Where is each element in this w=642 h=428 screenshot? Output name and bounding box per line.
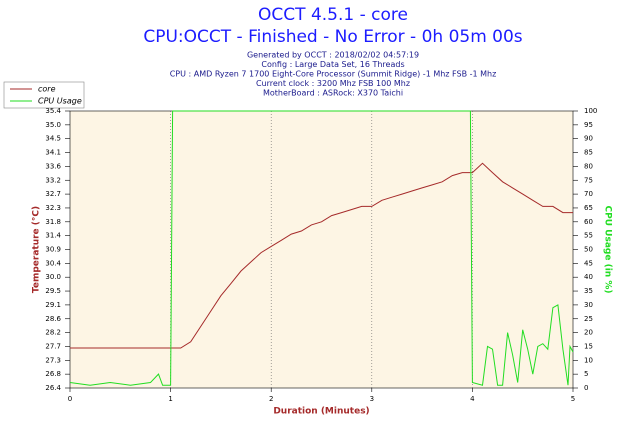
y-tick-label: 27.7: [45, 342, 61, 350]
y2-tick-label: 75: [584, 176, 593, 184]
legend-label: core: [38, 85, 56, 94]
y2-tick-label: 10: [584, 356, 593, 364]
y2-tick-label: 40: [584, 273, 593, 281]
y-tick-label: 27.3: [45, 356, 61, 364]
info-line: Config : Large Data Set, 16 Threads: [261, 60, 404, 69]
y-tick-label: 32.7: [45, 190, 61, 198]
series-line: [69, 110, 574, 386]
y2-tick-label: 70: [584, 190, 593, 198]
chart-subtitle: CPU:OCCT - Finished - No Error - 0h 05m …: [143, 27, 522, 47]
y-tick-label: 28.2: [45, 329, 61, 337]
series-line: [70, 162, 573, 349]
y2-tick-label: 85: [584, 149, 593, 157]
y2-tick-label: 5: [584, 370, 588, 378]
x-tick-label: 0: [68, 395, 72, 403]
y2-tick-label: 95: [584, 121, 593, 129]
y-tick-label: 33.2: [45, 176, 61, 184]
x-tick-label: 4: [470, 395, 475, 403]
info-line: Generated by OCCT : 2018/02/02 04:57:19: [247, 51, 419, 60]
legend-label: CPU Usage: [38, 97, 82, 106]
y2-tick-label: 50: [584, 246, 593, 254]
y2-tick-label: 60: [584, 218, 593, 226]
y-tick-label: 30.4: [45, 259, 61, 267]
y2-tick-label: 25: [584, 315, 593, 323]
y-tick-label: 35.4: [45, 107, 61, 115]
y-tick-label: 26.4: [45, 384, 61, 392]
y2-tick-label: 35: [584, 287, 593, 295]
y-tick-label: 35.0: [45, 121, 61, 129]
y-tick-label: 30.9: [45, 246, 61, 254]
y2-tick-label: 90: [584, 135, 593, 143]
legend-box: [3, 81, 85, 109]
info-line: CPU : AMD Ryzen 7 1700 Eight-Core Proces…: [170, 70, 497, 79]
y-tick-label: 29.1: [45, 301, 61, 309]
y2-tick-label: 0: [584, 384, 588, 392]
y-tick-label: 29.5: [45, 287, 61, 295]
y2-tick-label: 45: [584, 259, 593, 267]
y-tick-label: 34.5: [45, 135, 61, 143]
y2-tick-label: 30: [584, 301, 593, 309]
x-tick-label: 5: [571, 395, 575, 403]
y-tick-label: 26.8: [45, 370, 61, 378]
y2-tick-label: 100: [584, 107, 597, 115]
y-tick-label: 28.6: [45, 315, 61, 323]
plot-area: [69, 110, 574, 389]
y-tick-label: 30.0: [45, 273, 61, 281]
x-tick-label: 2: [269, 395, 273, 403]
y-tick-label: 32.3: [45, 204, 61, 212]
x-tick-label: 1: [168, 395, 172, 403]
y-axis-label: Temperature (°C): [32, 206, 42, 293]
chart-title: OCCT 4.5.1 - core: [258, 5, 408, 25]
y2-tick-label: 20: [584, 329, 593, 337]
y2-tick-label: 15: [584, 342, 593, 350]
y2-tick-label: 65: [584, 204, 593, 212]
y-tick-label: 31.4: [45, 232, 61, 240]
y2-tick-label: 55: [584, 232, 593, 240]
x-tick-label: 3: [370, 395, 374, 403]
info-line: Current clock : 3200 Mhz FSB 100 Mhz: [256, 79, 410, 88]
y2-tick-label: 80: [584, 162, 593, 170]
y-tick-label: 34.1: [45, 149, 61, 157]
y2-axis-label: CPU Usage (in %): [603, 206, 613, 294]
x-axis-label: Duration (Minutes): [273, 407, 369, 417]
y-tick-label: 31.8: [45, 218, 61, 226]
info-line: MotherBoard : ASRock: X370 Taichi: [263, 89, 403, 98]
y-tick-label: 33.6: [45, 162, 61, 170]
